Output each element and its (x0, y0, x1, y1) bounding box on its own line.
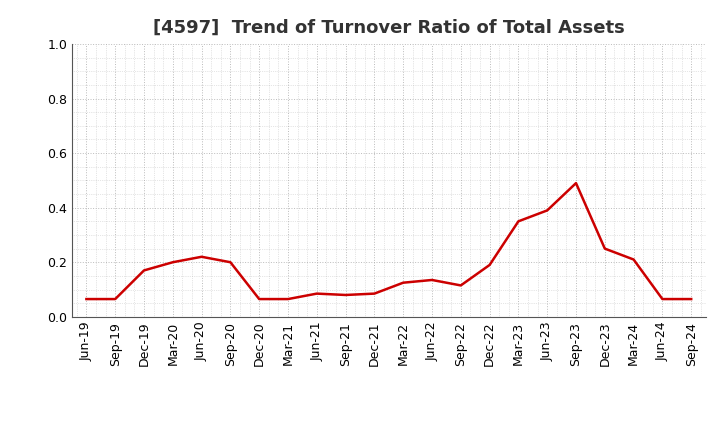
Title: [4597]  Trend of Turnover Ratio of Total Assets: [4597] Trend of Turnover Ratio of Total … (153, 19, 625, 37)
